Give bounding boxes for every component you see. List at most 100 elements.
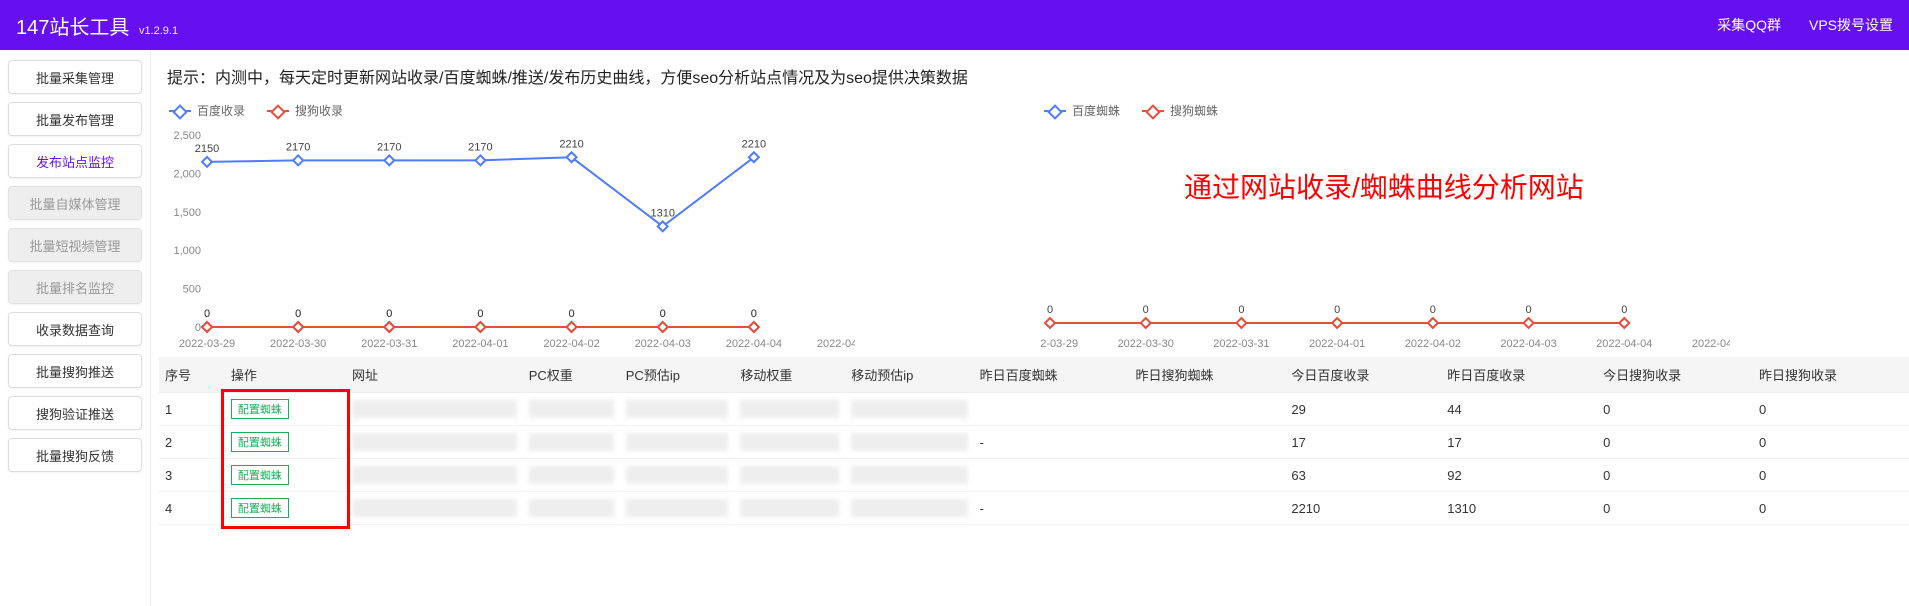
cell-sg-yest: 0 <box>1753 459 1909 492</box>
data-table: 序号操作网址PC权重PC预估ip移动权重移动预估ip昨日百度蜘蛛昨日搜狗蜘蛛今日… <box>159 357 1909 525</box>
sidebar-item-6[interactable]: 收录数据查询 <box>8 312 142 346</box>
col-header-11[interactable]: 今日搜狗收录 <box>1597 357 1753 393</box>
cell-m-ip: x <box>845 459 973 492</box>
svg-text:2210: 2210 <box>742 138 766 150</box>
sidebar-item-1[interactable]: 批量发布管理 <box>8 102 142 136</box>
col-header-7[interactable]: 昨日百度蜘蛛 <box>974 357 1130 393</box>
svg-text:0: 0 <box>195 322 201 334</box>
cell-pc-ip: x <box>620 459 735 492</box>
svg-text:2022-04-05: 2022-04-05 <box>817 338 855 350</box>
cell-url: xxxxxxxx <box>346 393 523 426</box>
cell-op: 配置蜘蛛 <box>225 393 346 426</box>
col-header-3[interactable]: PC权重 <box>523 357 620 393</box>
legend-swatch <box>267 110 289 112</box>
svg-text:2210: 2210 <box>559 138 583 150</box>
cell-m-weight: x <box>734 426 845 459</box>
svg-text:2022-04-03: 2022-04-03 <box>635 338 691 350</box>
legend-swatch <box>1044 110 1066 112</box>
col-header-10[interactable]: 昨日百度收录 <box>1441 357 1597 393</box>
cell-pc-weight: x <box>523 393 620 426</box>
chart-right-svg: 2022-03-292022-03-302022-03-312022-04-01… <box>1040 125 1730 355</box>
legend-right: 百度蜘蛛 搜狗蜘蛛 <box>1044 102 1903 119</box>
svg-text:0: 0 <box>1526 304 1532 316</box>
sidebar-item-8[interactable]: 搜狗验证推送 <box>8 396 142 430</box>
cell-bd-yest: 44 <box>1441 393 1597 426</box>
cell-bd-today: 63 <box>1285 459 1441 492</box>
cell-sg-spider <box>1129 459 1285 492</box>
sidebar-item-2[interactable]: 发布站点监控 <box>8 144 142 178</box>
col-header-8[interactable]: 昨日搜狗蜘蛛 <box>1129 357 1285 393</box>
svg-text:2170: 2170 <box>377 141 401 153</box>
cell-bd-yest: 92 <box>1441 459 1597 492</box>
cell-idx: 2 <box>159 426 225 459</box>
svg-text:0: 0 <box>1430 304 1436 316</box>
svg-text:0: 0 <box>477 308 483 320</box>
chart-left-svg: 05001,0001,5002,0002,5002022-03-292022-0… <box>165 125 855 355</box>
chart-left: 百度收录搜狗收录 05001,0001,5002,0002,5002022-03… <box>159 96 1034 355</box>
svg-text:2022-04-05: 2022-04-05 <box>1692 338 1730 350</box>
cell-op: 配置蜘蛛 <box>225 459 346 492</box>
svg-text:2022-04-03: 2022-04-03 <box>1500 338 1556 350</box>
svg-text:0: 0 <box>1334 304 1340 316</box>
col-header-2[interactable]: 网址 <box>346 357 523 393</box>
svg-text:0: 0 <box>751 308 757 320</box>
config-spider-button[interactable]: 配置蜘蛛 <box>231 465 289 485</box>
cell-bd-today: 29 <box>1285 393 1441 426</box>
cell-sg-spider <box>1129 393 1285 426</box>
cell-sg-today: 0 <box>1597 426 1753 459</box>
config-spider-button[interactable]: 配置蜘蛛 <box>231 498 289 518</box>
cell-pc-ip: x <box>620 492 735 525</box>
cell-bd-spider: - <box>974 492 1130 525</box>
cell-url: xxxxxxxx <box>346 426 523 459</box>
col-header-1[interactable]: 操作 <box>225 357 346 393</box>
hint-text: 提示：内测中，每天定时更新网站收录/百度蜘蛛/推送/发布历史曲线，方便seo分析… <box>159 50 1909 96</box>
legend-left-item-0[interactable]: 百度收录 <box>169 102 245 119</box>
cell-sg-spider <box>1129 426 1285 459</box>
col-header-5[interactable]: 移动权重 <box>734 357 845 393</box>
cell-bd-yest: 1310 <box>1441 492 1597 525</box>
config-spider-button[interactable]: 配置蜘蛛 <box>231 432 289 452</box>
legend-left-item-1[interactable]: 搜狗收录 <box>267 102 343 119</box>
link-qq-group[interactable]: 采集QQ群 <box>1717 15 1781 35</box>
col-header-6[interactable]: 移动预估ip <box>845 357 973 393</box>
svg-text:2170: 2170 <box>468 141 492 153</box>
svg-text:1,000: 1,000 <box>173 245 201 257</box>
col-header-9[interactable]: 今日百度收录 <box>1285 357 1441 393</box>
svg-text:0: 0 <box>1238 304 1244 316</box>
svg-text:2022-04-01: 2022-04-01 <box>1309 338 1365 350</box>
legend-label: 搜狗收录 <box>295 102 343 119</box>
cell-m-ip: x <box>845 492 973 525</box>
col-header-0[interactable]: 序号 <box>159 357 225 393</box>
svg-text:2150: 2150 <box>195 143 219 155</box>
cell-pc-weight: x <box>523 492 620 525</box>
cell-sg-today: 0 <box>1597 459 1753 492</box>
legend-right-item-1[interactable]: 搜狗蜘蛛 <box>1142 102 1218 119</box>
sidebar-item-0[interactable]: 批量采集管理 <box>8 60 142 94</box>
svg-text:2022-03-31: 2022-03-31 <box>1213 338 1269 350</box>
cell-url: xxxxxxxx <box>346 492 523 525</box>
svg-text:0: 0 <box>569 308 575 320</box>
svg-text:0: 0 <box>295 308 301 320</box>
config-spider-button[interactable]: 配置蜘蛛 <box>231 399 289 419</box>
svg-text:0: 0 <box>204 308 210 320</box>
version-label: v1.2.9.1 <box>139 25 178 37</box>
link-vps-settings[interactable]: VPS拨号设置 <box>1809 15 1893 35</box>
cell-pc-weight: x <box>523 426 620 459</box>
cell-m-ip: x <box>845 426 973 459</box>
svg-text:2022-04-04: 2022-04-04 <box>726 338 782 350</box>
legend-right-item-0[interactable]: 百度蜘蛛 <box>1044 102 1120 119</box>
data-table-wrap: 序号操作网址PC权重PC预估ip移动权重移动预估ip昨日百度蜘蛛昨日搜狗蜘蛛今日… <box>159 357 1909 525</box>
sidebar-item-3: 批量自媒体管理 <box>8 186 142 220</box>
top-bar: 147站长工具 v1.2.9.1 采集QQ群 VPS拨号设置 <box>0 0 1909 50</box>
sidebar-item-9[interactable]: 批量搜狗反馈 <box>8 438 142 472</box>
col-header-12[interactable]: 昨日搜狗收录 <box>1753 357 1909 393</box>
sidebar-item-7[interactable]: 批量搜狗推送 <box>8 354 142 388</box>
cell-bd-today: 17 <box>1285 426 1441 459</box>
cell-pc-weight: x <box>523 459 620 492</box>
col-header-4[interactable]: PC预估ip <box>620 357 735 393</box>
brand-name: 147站长工具 <box>16 17 129 39</box>
cell-idx: 3 <box>159 459 225 492</box>
legend-label: 百度蜘蛛 <box>1072 102 1120 119</box>
sidebar: 批量采集管理批量发布管理发布站点监控批量自媒体管理批量短视频管理批量排名监控收录… <box>0 50 150 606</box>
legend-swatch <box>1142 110 1164 112</box>
